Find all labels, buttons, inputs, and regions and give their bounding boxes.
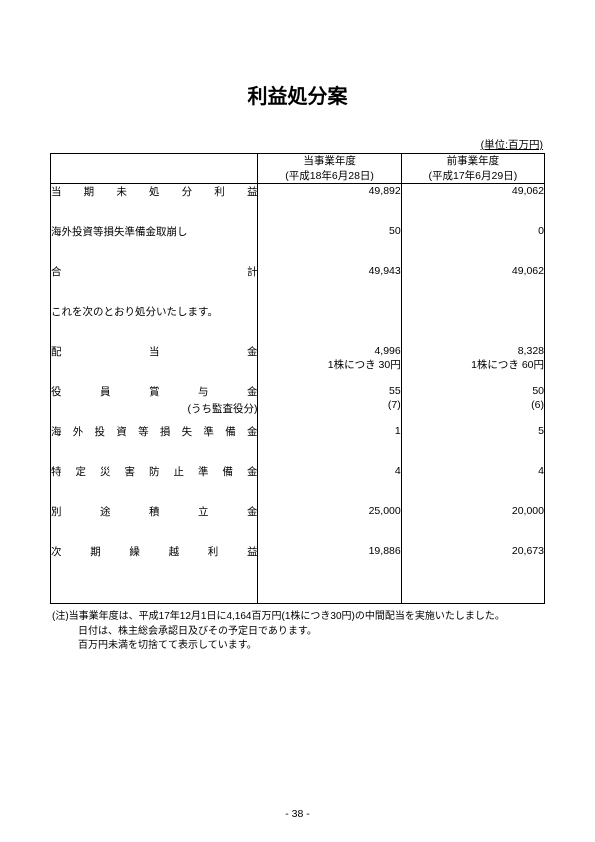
- note-line-3: 百万円未満を切捨てて表示しています。: [52, 639, 545, 654]
- row-value-prev: 5: [401, 424, 544, 464]
- note-line-1: (注)当事業年度は、平成17年12月1日に4,164百万円(1株につき30円)の…: [52, 611, 505, 622]
- table-row: 役員賞与金 (うち監査役分) 55(7) 50(6): [51, 384, 545, 424]
- header-current-year: 当事業年度 (平成18年6月28日): [258, 154, 401, 184]
- row-value-prev: 0: [401, 224, 544, 264]
- row-value-prev: 20,673: [401, 544, 544, 604]
- table-row: 当期未処分利益 49,892 49,062: [51, 184, 545, 224]
- row-label: 海外投資等損失準備金: [51, 424, 258, 464]
- page-number: - 38 -: [0, 808, 595, 820]
- row-label: 次期繰越利益: [51, 544, 258, 604]
- table-row: これを次のとおり処分いたします。: [51, 304, 545, 344]
- row-label: これを次のとおり処分いたします。: [51, 304, 258, 344]
- row-value-prev: 50(6): [401, 384, 544, 424]
- header-current-year-line2: (平成18年6月28日): [285, 170, 374, 182]
- table-row: 配 当 金 4,9961株につき 30円 8,3281株につき 60円: [51, 344, 545, 384]
- table-header-row: 当事業年度 (平成18年6月28日) 前事業年度 (平成17年6月29日): [51, 154, 545, 184]
- row-value-current: 4: [258, 464, 401, 504]
- row-value-prev: 20,000: [401, 504, 544, 544]
- row-value-current: 1: [258, 424, 401, 464]
- row-value-prev: 8,3281株につき 60円: [401, 344, 544, 384]
- profit-appropriation-table: 当事業年度 (平成18年6月28日) 前事業年度 (平成17年6月29日) 当期…: [50, 153, 545, 604]
- footnotes: (注)当事業年度は、平成17年12月1日に4,164百万円(1株につき30円)の…: [50, 610, 545, 654]
- table-row: 海外投資等損失準備金 1 5: [51, 424, 545, 464]
- table-row: 合 計 49,943 49,062: [51, 264, 545, 304]
- table-row: 海外投資等損失準備金取崩し 50 0: [51, 224, 545, 264]
- table-row: 特定災害防止準備金 4 4: [51, 464, 545, 504]
- header-prev-year-line2: (平成17年6月29日): [429, 170, 518, 182]
- page-title: 利益処分案: [50, 80, 545, 109]
- row-label: 別途積立金: [51, 504, 258, 544]
- table-row: 別途積立金 25,000 20,000: [51, 504, 545, 544]
- row-value-current: 55(7): [258, 384, 401, 424]
- row-value-current: 50: [258, 224, 401, 264]
- header-prev-year: 前事業年度 (平成17年6月29日): [401, 154, 544, 184]
- row-value-current: 25,000: [258, 504, 401, 544]
- header-prev-year-line1: 前事業年度: [447, 155, 500, 167]
- note-line-2: 日付は、株主総会承認日及びその予定日であります。: [52, 625, 545, 640]
- row-label: 特定災害防止準備金: [51, 464, 258, 504]
- row-label: 配 当 金: [51, 344, 258, 384]
- row-value-current: 49,892: [258, 184, 401, 224]
- row-value-prev: 49,062: [401, 264, 544, 304]
- table-row: 次期繰越利益 19,886 20,673: [51, 544, 545, 604]
- row-value-current: 49,943: [258, 264, 401, 304]
- header-current-year-line1: 当事業年度: [303, 155, 356, 167]
- unit-label: (単位:百万円): [50, 137, 545, 152]
- row-value-prev: [401, 304, 544, 344]
- row-sublabel: (うち監査役分): [51, 401, 257, 416]
- row-label: 当期未処分利益: [51, 184, 258, 224]
- row-value-current: [258, 304, 401, 344]
- row-label: 合 計: [51, 264, 258, 304]
- row-value-prev: 4: [401, 464, 544, 504]
- row-label: 役員賞与金 (うち監査役分): [51, 384, 258, 424]
- header-blank: [51, 154, 258, 184]
- row-value-prev: 49,062: [401, 184, 544, 224]
- row-value-current: 19,886: [258, 544, 401, 604]
- row-label: 海外投資等損失準備金取崩し: [51, 224, 258, 264]
- row-value-current: 4,9961株につき 30円: [258, 344, 401, 384]
